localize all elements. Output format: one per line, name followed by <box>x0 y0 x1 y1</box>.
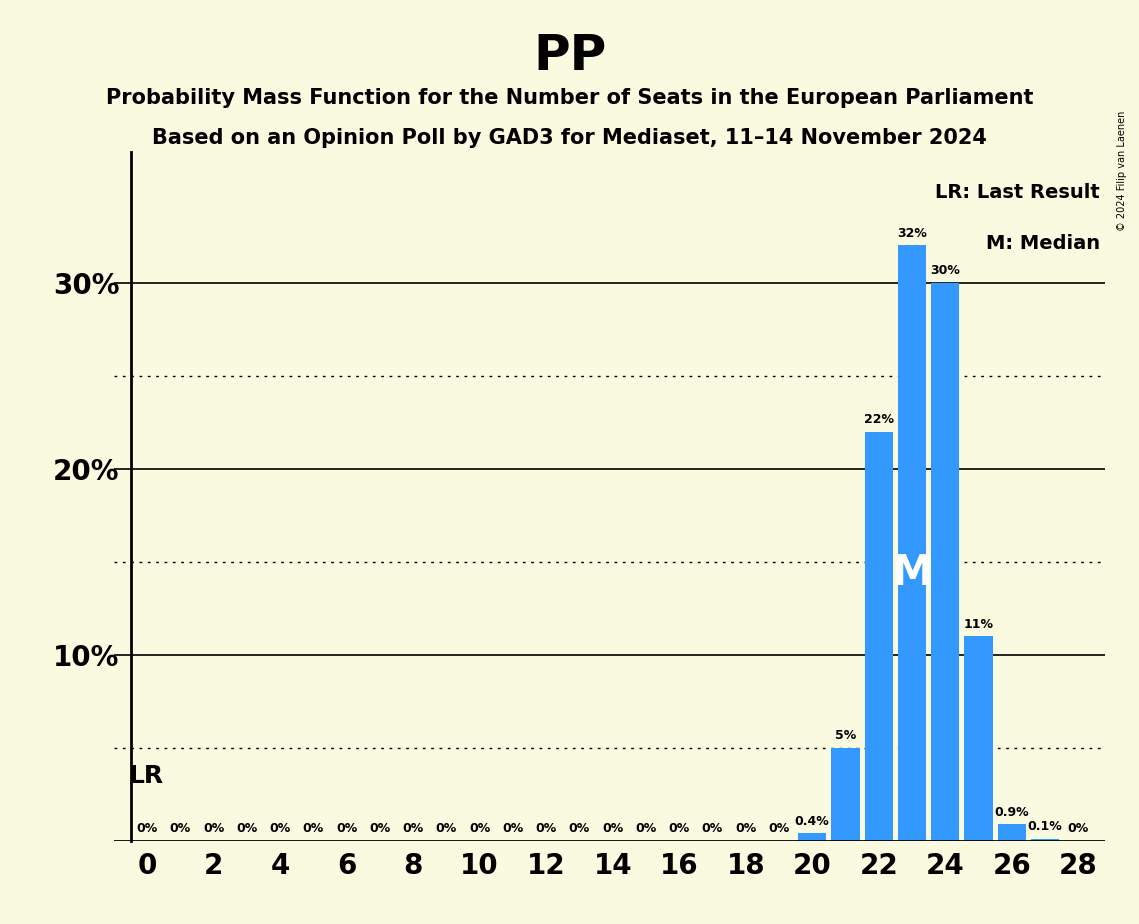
Text: 0%: 0% <box>735 822 756 835</box>
Bar <box>998 824 1026 841</box>
Text: 0%: 0% <box>568 822 590 835</box>
Bar <box>1031 839 1059 841</box>
Text: 0%: 0% <box>469 822 490 835</box>
Text: M: M <box>891 552 933 594</box>
Text: 0%: 0% <box>303 822 323 835</box>
Bar <box>965 637 992 841</box>
Text: 32%: 32% <box>898 227 927 240</box>
Text: 0%: 0% <box>1067 822 1089 835</box>
Text: 0%: 0% <box>535 822 557 835</box>
Text: 0%: 0% <box>603 822 623 835</box>
Text: LR: Last Result: LR: Last Result <box>935 184 1100 202</box>
Text: 0%: 0% <box>236 822 257 835</box>
Text: 0%: 0% <box>702 822 723 835</box>
Text: 0%: 0% <box>336 822 358 835</box>
Text: 0%: 0% <box>203 822 224 835</box>
Text: 0.1%: 0.1% <box>1027 821 1063 833</box>
Text: 0%: 0% <box>436 822 457 835</box>
Bar <box>931 283 959 841</box>
Bar <box>831 748 860 841</box>
Text: 0%: 0% <box>636 822 656 835</box>
Text: 30%: 30% <box>931 264 960 277</box>
Text: 0%: 0% <box>369 822 391 835</box>
Text: © 2024 Filip van Laenen: © 2024 Filip van Laenen <box>1117 111 1126 231</box>
Text: 0%: 0% <box>270 822 290 835</box>
Text: 0.4%: 0.4% <box>795 815 829 828</box>
Text: 0%: 0% <box>137 822 158 835</box>
Text: 0%: 0% <box>502 822 524 835</box>
Text: 0%: 0% <box>170 822 191 835</box>
Text: 5%: 5% <box>835 729 857 742</box>
Text: 22%: 22% <box>863 413 894 426</box>
Text: 0%: 0% <box>402 822 424 835</box>
Text: LR: LR <box>129 764 164 788</box>
Text: PP: PP <box>533 32 606 80</box>
Text: Probability Mass Function for the Number of Seats in the European Parliament: Probability Mass Function for the Number… <box>106 88 1033 108</box>
Text: Based on an Opinion Poll by GAD3 for Mediaset, 11–14 November 2024: Based on an Opinion Poll by GAD3 for Med… <box>153 128 986 148</box>
Text: 0.9%: 0.9% <box>994 806 1029 819</box>
Text: 0%: 0% <box>769 822 789 835</box>
Text: 11%: 11% <box>964 617 993 630</box>
Text: M: Median: M: Median <box>985 234 1100 252</box>
Text: 0%: 0% <box>669 822 690 835</box>
Bar <box>798 833 826 841</box>
Bar <box>865 432 893 841</box>
Bar <box>898 246 926 841</box>
